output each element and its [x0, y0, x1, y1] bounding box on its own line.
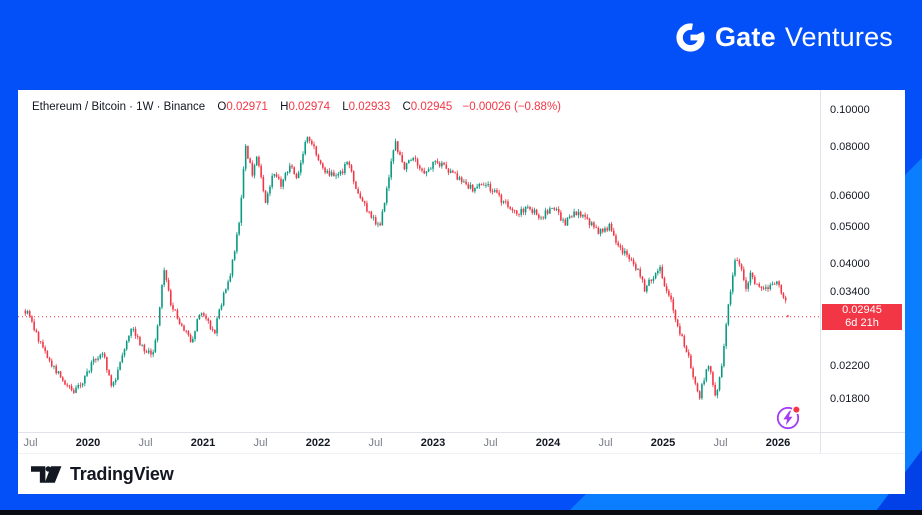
- time-axis-label: 2022: [305, 437, 331, 449]
- price-label-countdown: 6d 21h: [845, 316, 879, 329]
- tradingview-logo-text: TradingView: [70, 463, 174, 484]
- time-axis-label: 2026: [765, 437, 791, 449]
- price-axis-label: 0.03400: [830, 285, 870, 298]
- time-axis-label: Jul: [368, 437, 383, 449]
- chart-legend[interactable]: Ethereum / Bitcoin · 1W · Binance O0.029…: [32, 101, 561, 113]
- brand-name-light: Ventures: [784, 22, 893, 52]
- notification-dot: [793, 406, 800, 413]
- price-axis-label: 0.08000: [830, 141, 870, 154]
- brand-name-bold: Gate: [714, 22, 776, 52]
- time-axis-label: Jul: [598, 437, 613, 449]
- flash-events-button[interactable]: [773, 401, 805, 433]
- gate-logo-icon: [676, 23, 705, 52]
- price-label-value: 0.02945: [842, 303, 882, 316]
- price-axis-label: 0.10000: [830, 103, 870, 116]
- time-axis-label: 2025: [650, 437, 676, 449]
- price-axis-label: 0.02200: [830, 359, 870, 372]
- time-axis-label: 2020: [75, 437, 101, 449]
- chart-panel: Ethereum / Bitcoin · 1W · Binance O0.029…: [18, 90, 905, 494]
- legend-high: H0.02974: [280, 101, 331, 113]
- flash-events-icon: [776, 405, 801, 430]
- tradingview-attribution[interactable]: TradingView: [18, 453, 905, 494]
- time-axis-label: 2024: [535, 437, 561, 449]
- time-axis-label: 2023: [420, 437, 446, 449]
- frame-bottom-edge: [0, 510, 922, 515]
- time-axis-label: 2021: [190, 437, 216, 449]
- candles-layer: [24, 136, 789, 400]
- price-axis-label: 0.06000: [830, 189, 870, 202]
- time-axis-label: Jul: [713, 437, 728, 449]
- price-axis-label: 0.01800: [830, 393, 870, 406]
- price-axis[interactable]: 0.10000 0.08000 0.06000 0.05000 0.04000 0.034…: [820, 90, 905, 453]
- price-axis-label: 0.04000: [830, 258, 870, 271]
- tradingview-logo-icon: [31, 465, 62, 483]
- time-axis[interactable]: Jul 2020 Jul 2021 Jul 2022 Jul 2023 Jul 2024 Jul 20…: [18, 432, 820, 453]
- price-label-badge: 0.02945 6d 21h: [822, 303, 902, 330]
- time-axis-label: Jul: [253, 437, 268, 449]
- time-axis-label: Jul: [138, 437, 153, 449]
- legend-change: −0.00026 (−0.88%): [462, 101, 561, 113]
- legend-low: L0.02933: [342, 101, 391, 113]
- candlestick-chart[interactable]: [18, 90, 905, 494]
- brand-header: Gate Ventures: [676, 22, 893, 53]
- time-axis-label: Jul: [23, 437, 38, 449]
- legend-close: C0.02945: [402, 101, 453, 113]
- legend-open: O0.02971: [217, 101, 268, 113]
- price-axis-label: 0.05000: [830, 220, 870, 233]
- time-axis-label: Jul: [483, 437, 498, 449]
- symbol-title: Ethereum / Bitcoin · 1W · Binance: [32, 101, 206, 113]
